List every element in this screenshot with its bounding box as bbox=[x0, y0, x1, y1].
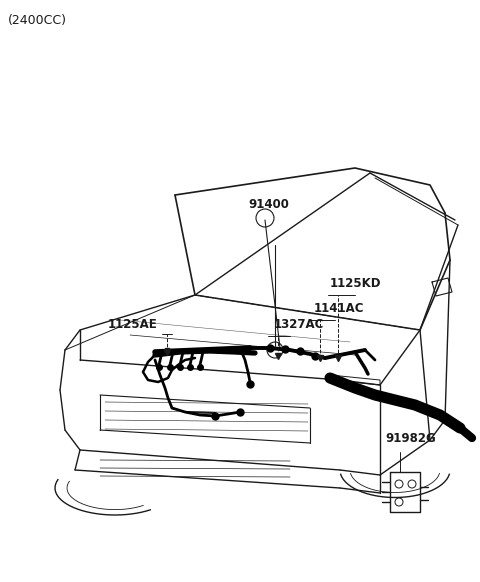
Text: 1125KD: 1125KD bbox=[330, 277, 382, 290]
Text: 1141AC: 1141AC bbox=[314, 302, 364, 315]
Text: 91982G: 91982G bbox=[385, 432, 436, 445]
Text: 1125AE: 1125AE bbox=[108, 318, 158, 331]
Text: (2400CC): (2400CC) bbox=[8, 14, 67, 27]
Text: 1327AC: 1327AC bbox=[274, 318, 324, 331]
Text: 91400: 91400 bbox=[248, 198, 289, 211]
